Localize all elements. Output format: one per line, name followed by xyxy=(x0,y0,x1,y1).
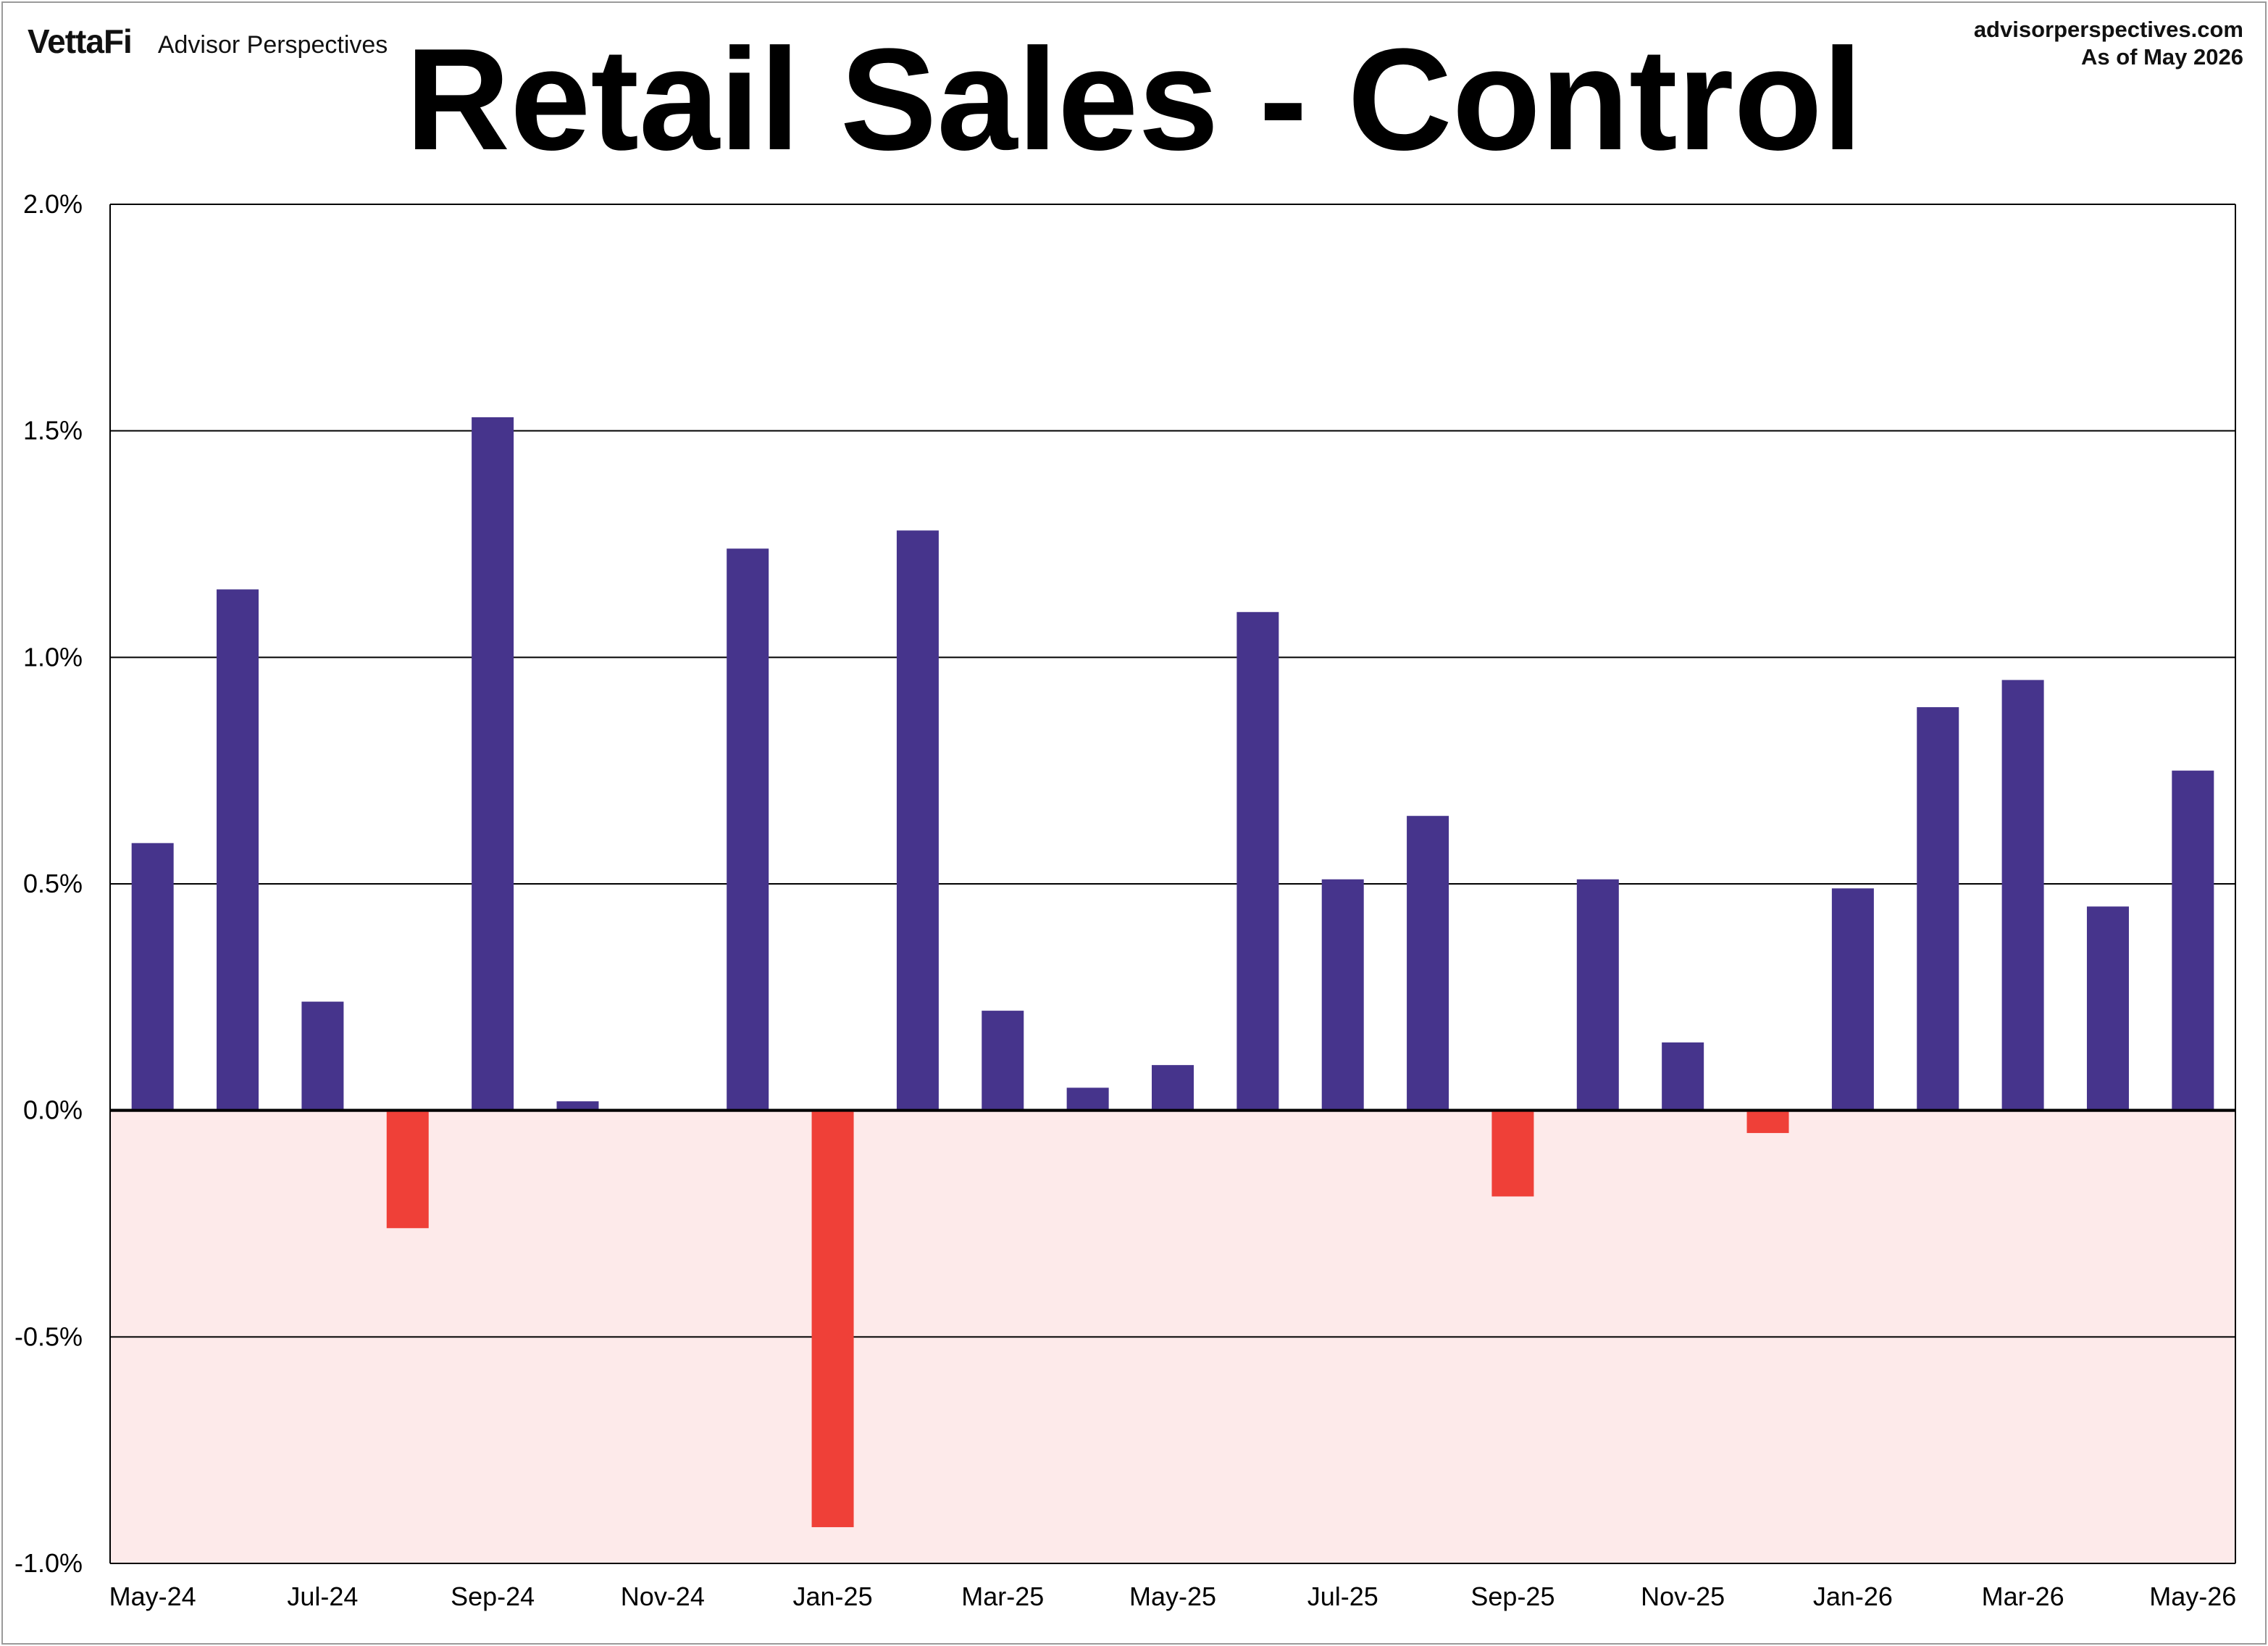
x-tick-label: Sep-25 xyxy=(1470,1582,1554,1611)
y-tick-label: 1.5% xyxy=(23,416,83,446)
bar xyxy=(131,843,174,1111)
x-tick-label: Jan-26 xyxy=(1813,1582,1893,1611)
bar xyxy=(727,548,769,1111)
x-tick-label: Nov-24 xyxy=(621,1582,705,1611)
bar xyxy=(1152,1065,1194,1111)
bar xyxy=(1576,879,1619,1111)
chart-title: Retail Sales - Control xyxy=(405,19,1863,180)
bar xyxy=(472,417,514,1111)
x-tick-label: May-24 xyxy=(109,1582,196,1611)
y-tick-label: -0.5% xyxy=(14,1321,83,1351)
x-tick-label: May-26 xyxy=(2149,1582,2236,1611)
bar xyxy=(386,1110,429,1229)
y-tick-label: -1.0% xyxy=(14,1548,83,1578)
site-url: advisorperspectives.com xyxy=(1973,17,2243,42)
bar xyxy=(982,1011,1024,1111)
bar xyxy=(1831,888,1874,1111)
advisor-perspectives-label: Advisor Perspectives xyxy=(157,31,388,59)
x-tick-label: Jan-25 xyxy=(793,1582,873,1611)
bar xyxy=(217,589,259,1111)
as-of-date: As of May 2026 xyxy=(2081,44,2243,70)
brand-block: VettaFi Advisor Perspectives xyxy=(28,22,388,61)
bar xyxy=(1321,879,1364,1111)
x-tick-label: May-25 xyxy=(1129,1582,1216,1611)
bar xyxy=(2001,680,2044,1111)
x-tick-label: Jul-25 xyxy=(1307,1582,1378,1611)
bar xyxy=(556,1101,599,1111)
bar xyxy=(2086,906,2129,1111)
bar xyxy=(896,530,939,1111)
source-block: advisorperspectives.com As of May 2026 xyxy=(1974,16,2243,71)
y-tick-label: 1.0% xyxy=(23,642,83,672)
bar xyxy=(1066,1087,1109,1111)
x-tick-label: Mar-25 xyxy=(961,1582,1044,1611)
x-tick-label: Mar-26 xyxy=(1982,1582,2064,1611)
y-tick-label: 2.0% xyxy=(23,189,83,219)
bar xyxy=(1917,707,1959,1111)
bar xyxy=(1236,611,1279,1111)
bar xyxy=(1407,816,1449,1111)
bar xyxy=(1746,1110,1789,1133)
x-tick-label: Nov-25 xyxy=(1641,1582,1725,1611)
vettafi-logo: VettaFi xyxy=(28,22,133,60)
bar xyxy=(2172,770,2214,1111)
x-tick-label: Jul-24 xyxy=(287,1582,358,1611)
bar xyxy=(301,1001,344,1111)
bar xyxy=(811,1110,854,1527)
y-tick-label: 0.0% xyxy=(23,1095,83,1125)
y-tick-label: 0.5% xyxy=(23,869,83,898)
bar xyxy=(1491,1110,1534,1197)
bar xyxy=(1662,1042,1704,1111)
x-tick-label: Sep-24 xyxy=(451,1582,535,1611)
